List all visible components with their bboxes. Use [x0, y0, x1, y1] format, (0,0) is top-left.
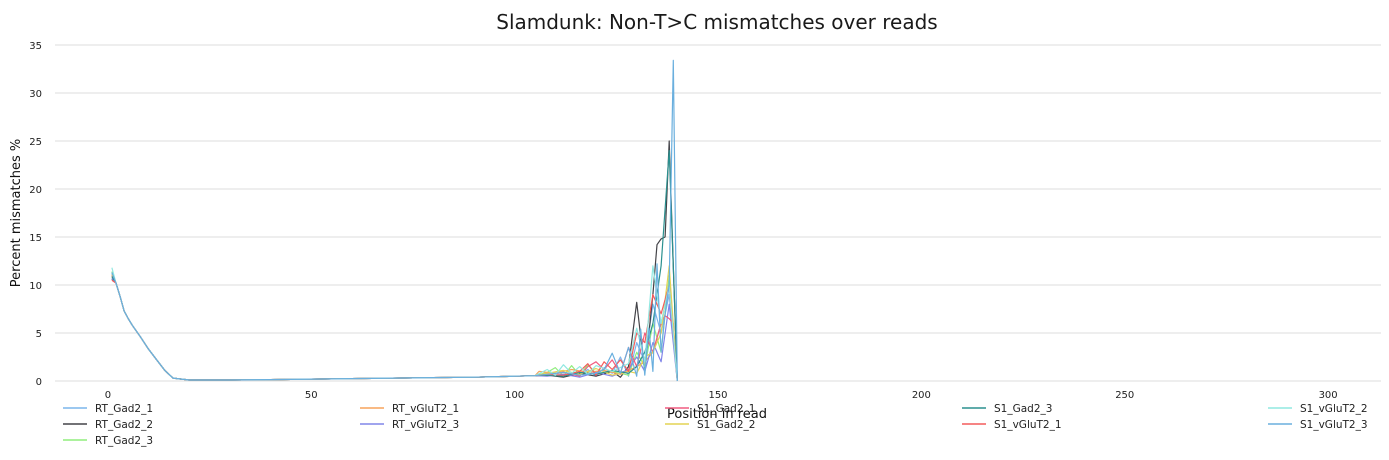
legend-item[interactable]: RT_vGluT2_3: [360, 419, 459, 431]
y-tick-label: 25: [29, 137, 42, 148]
legend-label: S1_Gad2_3: [994, 403, 1052, 415]
series-line-S1_vGluT2_3: [111, 59, 678, 382]
x-tick-label: 200: [912, 390, 931, 401]
x-tick-label: 0: [105, 390, 111, 401]
legend-label: S1_vGluT2_1: [994, 419, 1062, 431]
legend-item[interactable]: RT_vGluT2_1: [360, 403, 459, 415]
y-tick-label: 10: [29, 281, 42, 292]
series-line-S1_Gad2_1: [111, 275, 678, 382]
x-tick-label: 250: [1115, 390, 1134, 401]
series-line-RT_vGluT2_1: [111, 276, 678, 382]
y-axis-label: Percent mismatches %: [9, 139, 24, 287]
series-lines: [111, 59, 678, 382]
legend-label: S1_Gad2_2: [697, 419, 755, 431]
x-tick-label: 300: [1319, 390, 1338, 401]
legend-item[interactable]: S1_Gad2_1: [665, 403, 755, 415]
legend-item[interactable]: S1_Gad2_3: [962, 403, 1052, 415]
gridlines: [55, 44, 1381, 382]
legend-label: S1_Gad2_1: [697, 403, 755, 415]
legend-label: RT_Gad2_2: [95, 419, 153, 431]
legend-label: RT_Gad2_1: [95, 403, 153, 415]
x-tick-label: 50: [305, 390, 318, 401]
legend-label: S1_vGluT2_2: [1300, 403, 1368, 415]
y-tick-label: 0: [36, 377, 42, 388]
legend-label: RT_Gad2_3: [95, 435, 153, 447]
series-line-RT_vGluT2_3: [111, 277, 678, 382]
legend-item[interactable]: S1_vGluT2_1: [962, 419, 1062, 431]
y-tick-label: 30: [29, 89, 42, 100]
y-tick-label: 35: [29, 41, 42, 52]
chart-title: Slamdunk: Non-T>C mismatches over reads: [496, 10, 937, 34]
series-line-S1_Gad2_3: [111, 150, 678, 382]
series-line-RT_Gad2_1: [111, 273, 678, 382]
y-tick-label: 5: [36, 329, 42, 340]
legend-item[interactable]: S1_Gad2_2: [665, 419, 755, 431]
y-tick-label: 15: [29, 233, 42, 244]
series-line-S1_vGluT2_1: [111, 279, 678, 382]
legend-label: S1_vGluT2_3: [1300, 419, 1368, 431]
y-tick-label: 20: [29, 185, 42, 196]
series-line-RT_Gad2_3: [111, 271, 678, 382]
legend-item[interactable]: S1_vGluT2_2: [1268, 403, 1368, 415]
legend: RT_Gad2_1 RT_Gad2_2 RT_Gad2_3 RT_vGluT2_1 RT…: [63, 403, 1368, 447]
y-axis-ticks: 0 5 10 15 20 25 30 35: [29, 41, 42, 388]
series-line-RT_Gad2_2: [111, 140, 678, 382]
legend-item[interactable]: RT_Gad2_1: [63, 403, 153, 415]
x-tick-label: 100: [505, 390, 524, 401]
x-axis-label: Position in read: [667, 407, 767, 422]
legend-label: RT_vGluT2_1: [392, 403, 459, 415]
legend-item[interactable]: RT_Gad2_3: [63, 435, 153, 447]
x-tick-label: 150: [708, 390, 727, 401]
x-axis-ticks: 0 50 100 150 200 250 300: [105, 390, 1338, 401]
legend-item[interactable]: S1_vGluT2_3: [1268, 419, 1368, 431]
legend-label: RT_vGluT2_3: [392, 419, 459, 431]
legend-item[interactable]: RT_Gad2_2: [63, 419, 153, 431]
